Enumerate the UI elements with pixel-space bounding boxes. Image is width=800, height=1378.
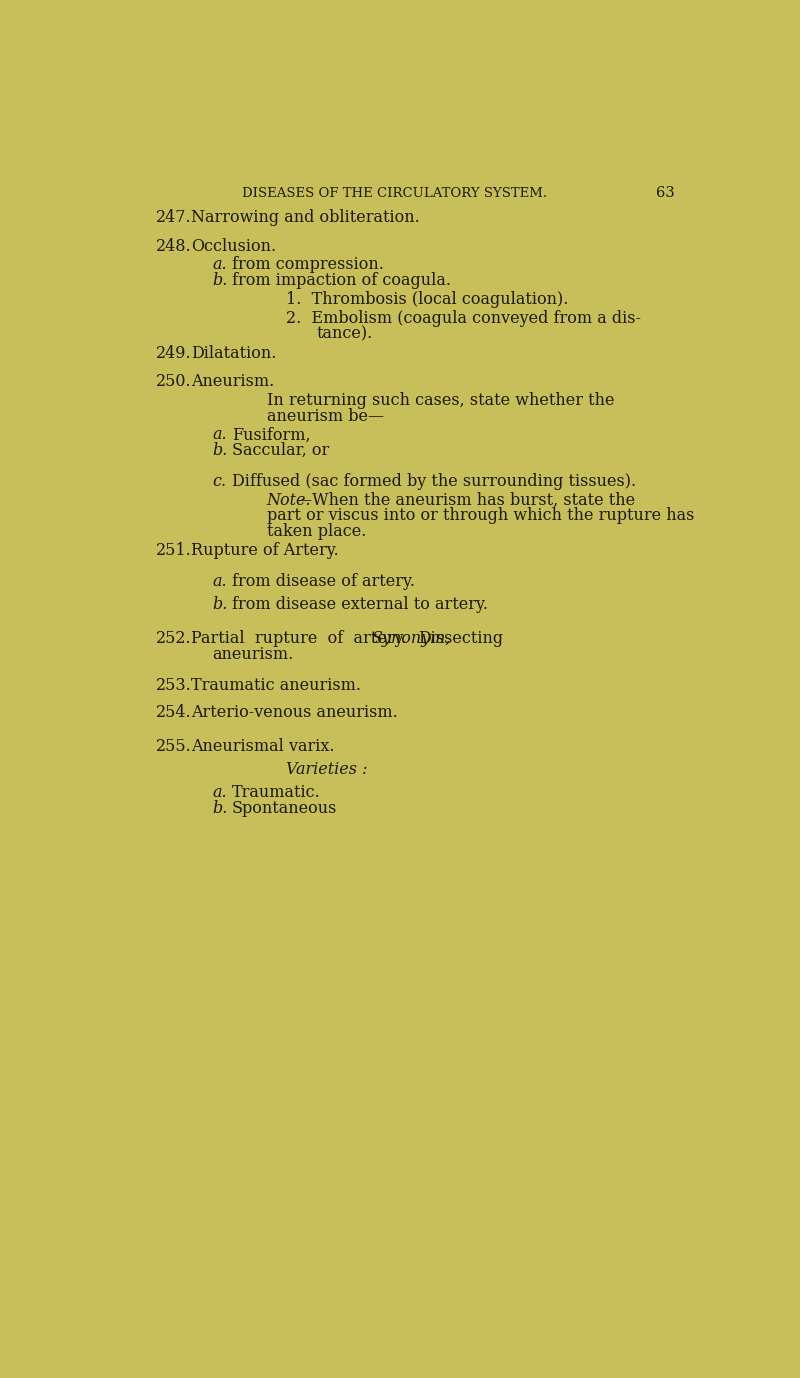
Text: from compression.: from compression.	[232, 256, 384, 273]
Text: Partial  rupture  of  artery.: Partial rupture of artery.	[191, 630, 407, 648]
Text: 251.: 251.	[156, 542, 191, 559]
Text: Synonym,: Synonym,	[371, 630, 450, 648]
Text: b.: b.	[212, 595, 228, 613]
Text: In returning such cases, state whether the: In returning such cases, state whether t…	[266, 393, 614, 409]
Text: b.: b.	[212, 442, 228, 459]
Text: Spontaneous: Spontaneous	[232, 799, 337, 817]
Text: 63: 63	[656, 186, 675, 200]
Text: taken place.: taken place.	[266, 522, 366, 540]
Text: 2.  Embolism (coagula conveyed from a dis-: 2. Embolism (coagula conveyed from a dis…	[286, 310, 641, 327]
Text: Occlusion.: Occlusion.	[191, 238, 277, 255]
Text: 255.: 255.	[156, 739, 191, 755]
Text: a.: a.	[212, 426, 227, 444]
Text: from disease external to artery.: from disease external to artery.	[232, 595, 488, 613]
Text: part or viscus into or through which the rupture has: part or viscus into or through which the…	[266, 507, 694, 524]
Text: Aneurism.: Aneurism.	[191, 373, 274, 390]
Text: 250.: 250.	[156, 373, 191, 390]
Text: Traumatic aneurism.: Traumatic aneurism.	[191, 677, 362, 693]
Text: a.: a.	[212, 784, 227, 802]
Text: 249.: 249.	[156, 344, 191, 362]
Text: DISEASES OF THE CIRCULATORY SYSTEM.: DISEASES OF THE CIRCULATORY SYSTEM.	[242, 186, 547, 200]
Text: Saccular, or: Saccular, or	[232, 442, 329, 459]
Text: from impaction of coagula.: from impaction of coagula.	[232, 271, 450, 288]
Text: aneurism be—: aneurism be—	[266, 408, 384, 424]
Text: Rupture of Artery.: Rupture of Artery.	[191, 542, 339, 559]
Text: 254.: 254.	[156, 704, 191, 721]
Text: tance).: tance).	[317, 325, 374, 343]
Text: Diffused (sac formed by the surrounding tissues).: Diffused (sac formed by the surrounding …	[232, 473, 636, 489]
Text: from disease of artery.: from disease of artery.	[232, 573, 414, 590]
Text: Arterio-venous aneurism.: Arterio-venous aneurism.	[191, 704, 398, 721]
Text: a.: a.	[212, 256, 227, 273]
Text: Traumatic.: Traumatic.	[232, 784, 321, 802]
Text: —When the aneurism has burst, state the: —When the aneurism has burst, state the	[296, 492, 635, 508]
Text: Dilatation.: Dilatation.	[191, 344, 277, 362]
Text: Narrowing and obliteration.: Narrowing and obliteration.	[191, 209, 420, 226]
Text: 252.: 252.	[156, 630, 191, 648]
Text: Note.: Note.	[266, 492, 311, 508]
Text: 253.: 253.	[156, 677, 191, 693]
Text: b.: b.	[212, 271, 228, 288]
Text: a.: a.	[212, 573, 227, 590]
Text: Aneurismal varix.: Aneurismal varix.	[191, 739, 335, 755]
Text: 247.: 247.	[156, 209, 191, 226]
Text: c.: c.	[212, 473, 226, 489]
Text: aneurism.: aneurism.	[212, 646, 294, 663]
Text: 248.: 248.	[156, 238, 191, 255]
Text: Dissecting: Dissecting	[418, 630, 503, 648]
Text: b.: b.	[212, 799, 228, 817]
Text: Varieties :: Varieties :	[286, 761, 367, 779]
Text: 1.  Thrombosis (local coagulation).: 1. Thrombosis (local coagulation).	[286, 291, 568, 307]
Text: Fusiform,: Fusiform,	[232, 426, 310, 444]
